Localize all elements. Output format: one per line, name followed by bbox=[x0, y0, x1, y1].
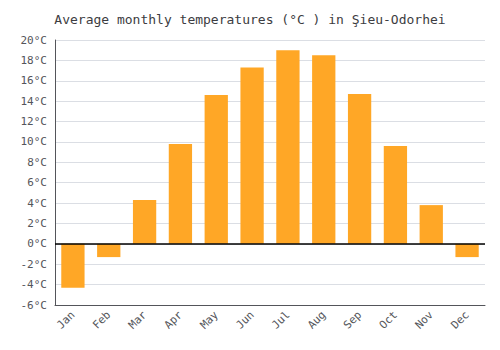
svg-text:6°C: 6°C bbox=[27, 176, 47, 189]
svg-text:0°C: 0°C bbox=[27, 237, 47, 250]
svg-text:20°C: 20°C bbox=[21, 34, 48, 47]
svg-text:Sep: Sep bbox=[341, 308, 364, 331]
svg-text:Jun: Jun bbox=[233, 308, 256, 331]
svg-text:Aug: Aug bbox=[305, 308, 328, 331]
svg-text:Jul: Jul bbox=[269, 308, 292, 331]
svg-text:4°C: 4°C bbox=[27, 197, 47, 210]
svg-text:-2°C: -2°C bbox=[21, 258, 48, 271]
svg-text:Average monthly temperatures (: Average monthly temperatures (°C ) in Şi… bbox=[54, 12, 445, 27]
svg-text:14°C: 14°C bbox=[21, 95, 48, 108]
svg-text:Nov: Nov bbox=[413, 308, 436, 331]
svg-text:10°C: 10°C bbox=[21, 135, 48, 148]
svg-text:Oct: Oct bbox=[377, 308, 400, 331]
svg-text:-4°C: -4°C bbox=[21, 278, 48, 291]
svg-text:Mar: Mar bbox=[126, 308, 149, 331]
svg-text:12°C: 12°C bbox=[21, 115, 48, 128]
svg-text:18°C: 18°C bbox=[21, 54, 48, 67]
svg-text:May: May bbox=[198, 308, 221, 331]
svg-text:Feb: Feb bbox=[90, 308, 113, 331]
svg-text:Jan: Jan bbox=[54, 308, 77, 331]
svg-text:8°C: 8°C bbox=[27, 156, 47, 169]
svg-text:Apr: Apr bbox=[162, 308, 185, 331]
svg-text:-6°C: -6°C bbox=[21, 299, 48, 312]
svg-text:2°C: 2°C bbox=[27, 217, 47, 230]
svg-text:16°C: 16°C bbox=[21, 74, 48, 87]
svg-text:Dec: Dec bbox=[448, 308, 471, 331]
